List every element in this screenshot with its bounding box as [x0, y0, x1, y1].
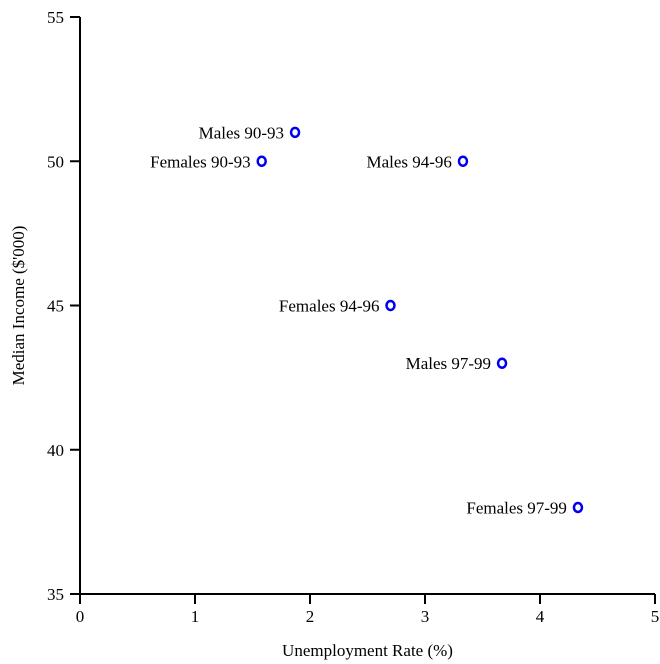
data-point-label: Females 90-93	[150, 152, 251, 171]
data-point-label: Females 94-96	[279, 297, 380, 316]
data-point-label: Males 97-99	[406, 354, 491, 373]
y-tick-label: 55	[47, 8, 64, 27]
x-axis-ticks: 0 1 2 3 4 5	[76, 594, 660, 626]
x-tick-label: 2	[306, 607, 315, 626]
data-point-marker	[289, 126, 301, 139]
data-point-marker	[385, 299, 396, 312]
data-point-marker	[457, 155, 469, 167]
y-tick-label: 40	[47, 441, 64, 460]
data-point-label: Females 97-99	[466, 498, 567, 517]
data-point-marker	[572, 501, 584, 514]
x-tick-label: 1	[191, 607, 200, 626]
x-tick-label: 3	[421, 607, 430, 626]
y-tick-label: 45	[47, 297, 64, 316]
data-point-label: Males 94-96	[366, 152, 451, 171]
data-point-marker	[256, 155, 267, 167]
x-tick-label: 4	[536, 607, 545, 626]
data-point-marker	[496, 357, 508, 369]
y-tick-label: 50	[47, 152, 64, 171]
y-axis-ticks: 35 40 45 50 55	[47, 8, 80, 604]
y-axis-title: Median Income ($'000)	[9, 226, 28, 386]
data-points: Males 90-93 Females 90-93 Males 94-96 Femal…	[150, 123, 584, 517]
x-tick-label: 5	[651, 607, 660, 626]
x-tick-label: 0	[76, 607, 85, 626]
y-tick-label: 35	[47, 585, 64, 604]
data-point-label: Males 90-93	[199, 123, 284, 142]
x-axis-title: Unemployment Rate (%)	[282, 641, 453, 660]
